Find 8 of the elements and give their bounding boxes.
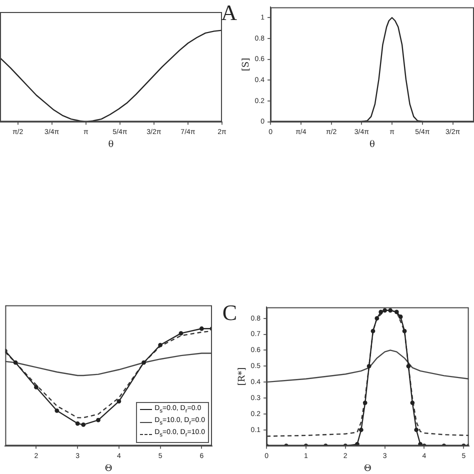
text: A — [221, 0, 237, 26]
y-axis-title: [R*] — [238, 367, 248, 386]
x-axis-title: Θ — [364, 464, 372, 474]
x-axis-title: θ — [370, 140, 375, 150]
text: C — [222, 300, 237, 326]
x-axis-title: Θ — [104, 464, 112, 474]
x-axis-title: θ — [108, 140, 114, 150]
y-axis-title: [S] — [242, 58, 252, 72]
